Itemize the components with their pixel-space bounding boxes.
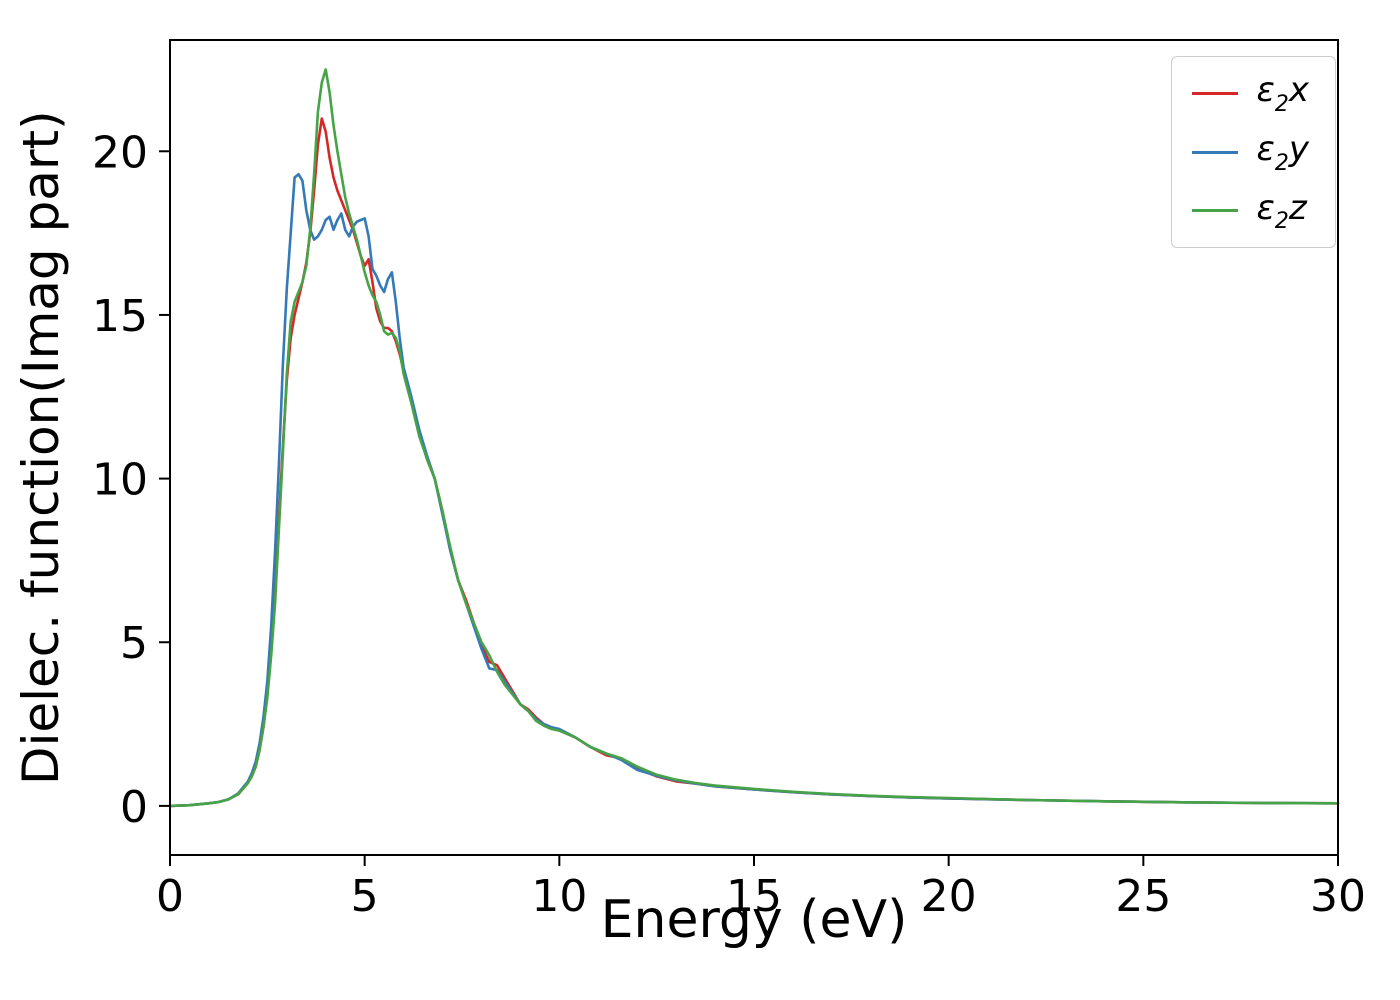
legend-label-e2z: ε2z: [1256, 187, 1307, 235]
series-line-x: [168, 117, 1340, 808]
y-tick-label: 5: [120, 618, 148, 669]
x-tick-label: 10: [531, 871, 587, 922]
legend-item-e2x: ε2x: [1192, 70, 1309, 117]
legend-item-e2z: ε2z: [1192, 187, 1309, 235]
y-tick-label: 15: [92, 291, 148, 342]
x-axis-label: Energy (eV): [600, 890, 908, 950]
series-line-y: [168, 172, 1340, 808]
x-tick-label: 20: [921, 871, 977, 922]
x-tick-label: 30: [1310, 871, 1366, 922]
legend-line-swatch-z: [1192, 209, 1239, 213]
legend-line-swatch-y: [1192, 150, 1239, 154]
x-tick-label: 15: [726, 871, 782, 922]
y-tick-label: 10: [92, 455, 148, 506]
legend-label-e2y: ε2y: [1256, 128, 1309, 176]
legend-item-e2y: ε2y: [1192, 128, 1309, 176]
legend: ε2x ε2y ε2z: [1171, 56, 1336, 249]
series-line-z: [168, 68, 1340, 808]
y-tick-label: 20: [92, 127, 148, 178]
x-tick-label: 0: [156, 871, 184, 922]
y-tick-label: 0: [120, 782, 148, 833]
legend-label-e2x: ε2x: [1256, 70, 1309, 117]
legend-line-swatch-x: [1192, 91, 1239, 95]
y-axis-label: Dielec. function(Imag part): [12, 110, 70, 785]
x-tick-label: 25: [1115, 871, 1171, 922]
x-tick-label: 5: [351, 871, 379, 922]
